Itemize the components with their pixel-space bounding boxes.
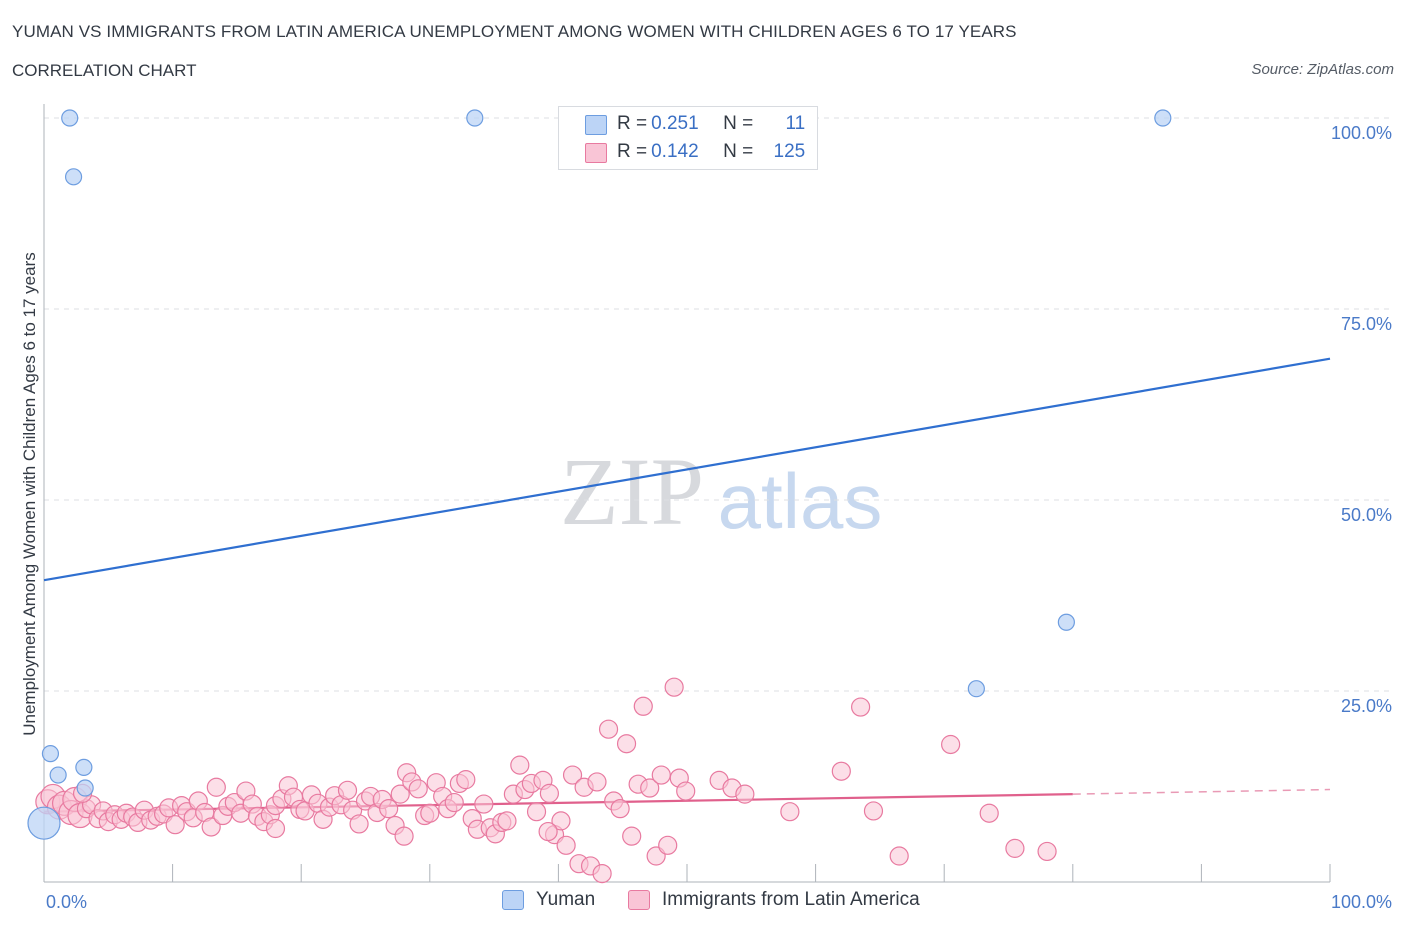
latin-america-point: [165, 815, 185, 835]
yuman-trend-line: [43, 357, 1331, 582]
latin-america-point: [538, 821, 558, 842]
y-tick-label: 50.0%: [1341, 505, 1392, 525]
latin-america-point: [265, 818, 286, 839]
latin-america-point: [349, 814, 369, 834]
legend-n-value-yuman: 11: [785, 113, 806, 134]
latin-america-trend-line: [43, 793, 1073, 813]
latin-america-point: [831, 761, 851, 781]
watermark: ZIP atlas: [560, 438, 882, 545]
legend-swatch-yuman: [585, 115, 607, 135]
latin-america-point: [556, 835, 576, 855]
latin-america-point: [539, 783, 559, 803]
legend-n-value-latin-america: 125: [773, 141, 806, 162]
x-tick-label: 0.0%: [46, 892, 87, 912]
latin-america-point: [979, 803, 999, 823]
legend-r-value-latin-america: 0.142: [651, 141, 699, 162]
latin-america-point: [592, 863, 612, 884]
latin-america-point: [587, 772, 607, 792]
yuman-point: [967, 680, 985, 698]
y-tick-label: 100.0%: [1331, 123, 1392, 143]
legend-swatch-latin-america: [585, 143, 607, 163]
latin-america-point: [408, 779, 428, 799]
latin-america-point: [633, 696, 653, 716]
legend-r-label: R =: [617, 141, 648, 162]
legend-n-label: N =: [723, 113, 754, 134]
legend-r-label: R =: [617, 113, 648, 134]
gridlines: [44, 117, 1392, 692]
x-tick-label: 100.0%: [1331, 892, 1392, 912]
latin-america-point: [562, 765, 583, 785]
latin-america-point: [497, 811, 517, 831]
yuman-point: [41, 745, 60, 763]
data-points: [27, 109, 1172, 884]
yuman-point: [64, 168, 83, 186]
watermark-zip: ZIP: [560, 438, 704, 545]
latin-america-point: [456, 770, 476, 790]
chart-title: YUMAN VS IMMIGRANTS FROM LATIN AMERICA U…: [12, 22, 1017, 41]
latin-america-point: [510, 755, 530, 775]
latin-america-point: [394, 826, 414, 846]
latin-america-point: [941, 734, 961, 755]
yuman-point: [49, 766, 67, 784]
series-legend-swatch-yuman: [502, 890, 524, 910]
yuman-point: [75, 758, 93, 777]
y-tick-label: 75.0%: [1341, 314, 1392, 334]
source-note: Source: ZipAtlas.com: [1251, 61, 1394, 78]
latin-america-point: [337, 780, 358, 800]
legend-n-label: N =: [723, 141, 754, 162]
yuman-point: [27, 806, 61, 840]
yuman-point: [1154, 109, 1172, 127]
latin-america-point: [676, 781, 696, 801]
trend-lines: [43, 357, 1331, 813]
latin-america-point: [664, 677, 684, 697]
yuman-point: [76, 779, 94, 797]
legend-row-yuman: R = 0.251 N = 11: [617, 111, 805, 137]
yuman-point: [466, 109, 484, 127]
latin-america-point: [379, 799, 399, 819]
latin-america-point: [390, 784, 410, 804]
watermark-atlas: atlas: [718, 457, 883, 545]
latin-america-trend-extension: [1072, 788, 1331, 795]
series-legend-label-yuman: Yuman: [536, 889, 596, 910]
latin-america-point: [616, 734, 637, 754]
latin-america-point: [851, 697, 871, 717]
chart-subtitle: CORRELATION CHART: [12, 61, 197, 80]
latin-america-point: [526, 802, 547, 822]
y-tick-label: 25.0%: [1341, 696, 1392, 716]
latin-america-point: [735, 784, 755, 804]
correlation-legend: R = 0.251 N = 11 R = 0.142 N = 125: [558, 106, 818, 170]
latin-america-point: [206, 777, 226, 797]
x-tick-labels: 0.0% 100.0%: [46, 892, 1392, 912]
latin-america-point: [444, 792, 464, 813]
y-tick-labels: 100.0% 75.0% 50.0% 25.0%: [1331, 123, 1392, 716]
series-legend-swatch-latin-america: [628, 890, 650, 910]
series-legend-latin-america: Immigrants from Latin America: [628, 889, 920, 911]
latin-america-point: [863, 801, 884, 821]
latin-america-point: [201, 817, 221, 837]
latin-america-point: [420, 803, 440, 823]
latin-america-point: [1005, 838, 1025, 858]
yuman-point: [1057, 613, 1075, 631]
latin-america-point: [610, 799, 630, 819]
latin-america-point: [551, 811, 571, 831]
legend-row-latin-america: R = 0.142 N = 125: [617, 139, 805, 165]
latin-america-point: [780, 802, 800, 822]
series-legend-yuman: Yuman: [502, 889, 595, 911]
latin-america-point: [889, 846, 909, 866]
legend-r-value-yuman: 0.251: [651, 113, 699, 134]
latin-america-point: [474, 794, 494, 814]
yuman-point: [61, 109, 79, 127]
latin-america-point: [651, 765, 671, 785]
series-legend-label-latin-america: Immigrants from Latin America: [662, 889, 920, 910]
latin-america-point: [622, 826, 642, 846]
latin-america-point: [658, 835, 678, 855]
latin-america-point: [1037, 841, 1057, 862]
latin-america-point: [598, 719, 619, 739]
latin-america-point: [640, 778, 660, 798]
